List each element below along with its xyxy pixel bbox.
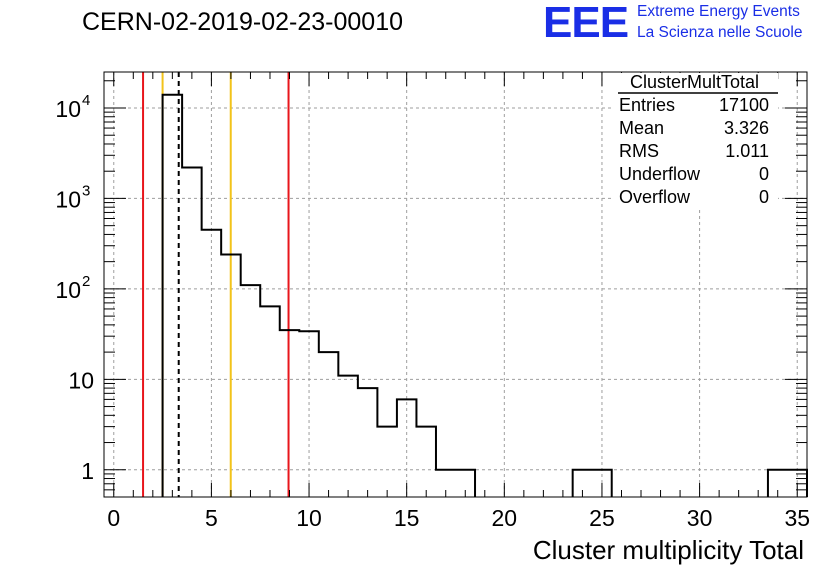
stats-row-value: 1.011	[725, 141, 769, 161]
histogram-bin	[319, 352, 339, 497]
plot-frame	[103, 71, 808, 498]
brand-line-1: Extreme Energy Events	[637, 3, 800, 20]
histogram-bin	[241, 285, 261, 497]
page-title: CERN-02-2019-02-23-00010	[82, 8, 404, 36]
stats-row-label: Mean	[619, 118, 664, 138]
histogram-bin	[260, 306, 280, 497]
stats-row-value: 3.326	[724, 118, 769, 138]
stats-row-value: 17100	[719, 95, 769, 115]
x-tick-label: 30	[687, 505, 713, 531]
stats-row-label: Underflow	[619, 164, 701, 184]
histogram-bin	[416, 427, 436, 497]
x-tick-label: 15	[394, 505, 420, 531]
stats-box-bg	[611, 73, 778, 209]
histogram-bin	[338, 376, 358, 497]
histogram-bin	[377, 427, 397, 497]
y-tick-label: 1	[81, 458, 94, 484]
x-tick-label: 25	[589, 505, 615, 531]
x-tick-label: 35	[784, 505, 810, 531]
marker-lines	[142, 72, 290, 497]
x-tick-label: 20	[492, 505, 518, 531]
y-tick-label: 10	[68, 367, 94, 393]
stats-box-title: ClusterMultTotal	[630, 72, 759, 92]
x-tick-label: 0	[107, 505, 120, 531]
y-tick-exponent: 4	[82, 92, 90, 109]
x-tick-label: 5	[205, 505, 218, 531]
histogram-bin	[182, 167, 202, 497]
y-tick-label: 10	[55, 96, 81, 122]
brand-line-2: La Scienza nelle Scuole	[637, 24, 803, 41]
x-tick-label: 10	[296, 505, 322, 531]
y-tick-exponent: 2	[82, 273, 90, 290]
y-tick-label: 10	[55, 186, 81, 212]
histogram-bin	[358, 388, 378, 497]
stats-row-label: Overflow	[619, 187, 691, 207]
stats-box: ClusterMultTotal Entries 17100 Mean 3.326 RMS…	[611, 72, 778, 209]
stats-row-label: Entries	[619, 95, 675, 115]
x-axis-title: Cluster multiplicity Total	[533, 535, 804, 565]
stats-row-value: 0	[759, 187, 769, 207]
y-tick-label: 10	[55, 277, 81, 303]
stats-row-value: 0	[759, 164, 769, 184]
y-tick-exponent: 3	[82, 182, 90, 199]
eee-logo: EEE	[543, 0, 629, 47]
stats-row-label: RMS	[619, 141, 659, 161]
